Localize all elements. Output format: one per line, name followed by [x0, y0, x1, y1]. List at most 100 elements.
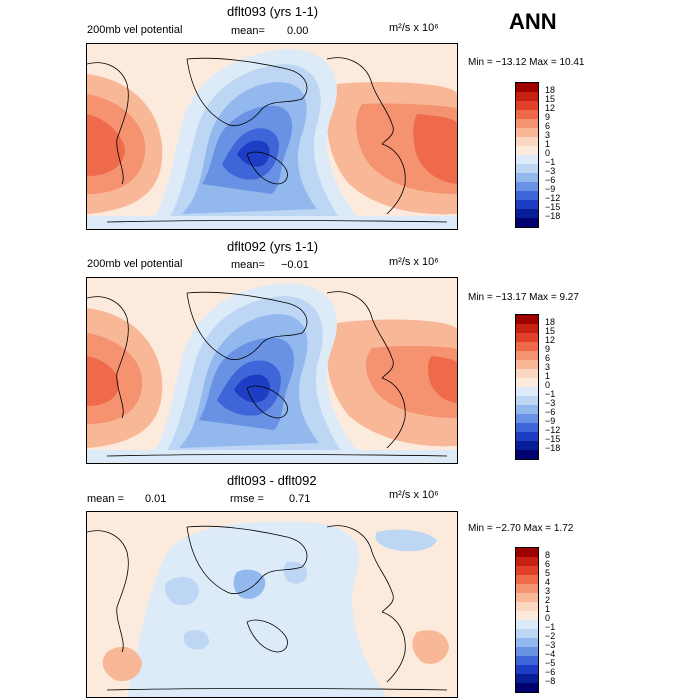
- colorbar-swatch: [516, 396, 538, 405]
- panel-3-colorbar-labels: 8 6 5 4 3 2 1 0 −1 −2 −3 −4 −5 −6 −8: [545, 547, 575, 691]
- panel-1-colorbar-labels: 18 15 12 9 6 3 1 0 −1 −3 −6 −9 −12 −15 −18: [545, 82, 575, 226]
- panel-3-mean-label: mean =: [87, 493, 124, 505]
- colorbar-swatch: [516, 665, 538, 674]
- colorbar-swatch: [516, 593, 538, 602]
- colorbar-swatch: [516, 423, 538, 432]
- panel-2-colorbar-labels: 18 15 12 9 6 3 1 0 −1 −3 −6 −9 −12 −15 −18: [545, 314, 575, 458]
- colorbar-swatch: [516, 414, 538, 423]
- colorbar-swatch: [516, 119, 538, 128]
- colorbar-swatch: [516, 369, 538, 378]
- colorbar-tick-label: 18: [545, 317, 556, 327]
- colorbar-tick-label: −15: [545, 434, 561, 444]
- colorbar-swatch: [516, 218, 538, 227]
- colorbar-tick-label: −18: [545, 443, 561, 453]
- colorbar-swatch: [516, 584, 538, 593]
- panel-3-minmax: Min = −2.70 Max = 1.72: [468, 523, 574, 534]
- colorbar-tick-label: −1: [545, 389, 556, 399]
- colorbar-tick-label: 12: [545, 103, 556, 113]
- colorbar-swatch: [516, 638, 538, 647]
- panel-3-mean-value: 0.01: [145, 493, 167, 505]
- colorbar-tick-label: 2: [545, 595, 551, 605]
- colorbar-tick-label: 0: [545, 148, 551, 158]
- colorbar-swatch: [516, 324, 538, 333]
- colorbar-tick-label: 9: [545, 112, 551, 122]
- colorbar-tick-label: 15: [545, 94, 556, 104]
- colorbar-swatch: [516, 405, 538, 414]
- colorbar-swatch: [516, 128, 538, 137]
- panel-2-title: dflt092 (yrs 1-1): [227, 239, 319, 254]
- colorbar-tick-label: 18: [545, 85, 556, 95]
- colorbar-swatch: [516, 83, 538, 92]
- panel-1-title: dflt093 (yrs 1-1): [227, 4, 319, 19]
- colorbar-swatch: [516, 441, 538, 450]
- colorbar-tick-label: −18: [545, 211, 561, 221]
- colorbar-swatch: [516, 387, 538, 396]
- panel-1-units: m²/s x 10⁶: [389, 22, 439, 34]
- panel-1-mean-label: mean=: [231, 25, 265, 37]
- colorbar-tick-label: 3: [545, 362, 551, 372]
- colorbar-swatch: [516, 656, 538, 665]
- panel-2-mean-value: −0.01: [281, 259, 309, 271]
- colorbar-swatch: [516, 602, 538, 611]
- colorbar-tick-label: −9: [545, 184, 556, 194]
- colorbar-swatch: [516, 557, 538, 566]
- colorbar-swatch: [516, 146, 538, 155]
- panel-2-mean-label: mean=: [231, 259, 265, 271]
- colorbar-swatch: [516, 450, 538, 459]
- colorbar-swatch: [516, 351, 538, 360]
- colorbar-tick-label: 6: [545, 121, 551, 131]
- colorbar-tick-label: −1: [545, 157, 556, 167]
- colorbar-swatch: [516, 620, 538, 629]
- colorbar-swatch: [516, 209, 538, 218]
- colorbar-swatch: [516, 137, 538, 146]
- colorbar-tick-label: −6: [545, 407, 556, 417]
- colorbar-swatch: [516, 575, 538, 584]
- colorbar-swatch: [516, 200, 538, 209]
- panel-3-title: dflt093 - dflt092: [227, 473, 317, 488]
- panel-2-map: [86, 277, 458, 464]
- colorbar-tick-label: 5: [545, 568, 551, 578]
- colorbar-tick-label: −15: [545, 202, 561, 212]
- panel-1-contour-map: [87, 44, 457, 229]
- panel-1-colorbar: [515, 82, 539, 228]
- colorbar-swatch: [516, 164, 538, 173]
- colorbar-tick-label: 12: [545, 335, 556, 345]
- colorbar-swatch: [516, 173, 538, 182]
- panel-2-minmax: Min = −13.17 Max = 9.27: [468, 292, 579, 303]
- colorbar-tick-label: 6: [545, 353, 551, 363]
- colorbar-tick-label: −8: [545, 676, 556, 686]
- panel-2-colorbar-swatches: [516, 315, 538, 459]
- season-label: ANN: [509, 9, 557, 34]
- colorbar-tick-label: −3: [545, 398, 556, 408]
- panel-3-contour-map: [87, 512, 457, 697]
- colorbar-tick-label: −4: [545, 649, 556, 659]
- panel-3-rmse-label: rmse =: [230, 493, 264, 505]
- panel-3-colorbar: [515, 547, 539, 693]
- panel-3-colorbar-swatches: [516, 548, 538, 692]
- colorbar-tick-label: 3: [545, 586, 551, 596]
- panel-1-mean-value: 0.00: [287, 25, 309, 37]
- panel-2-colorbar: [515, 314, 539, 460]
- colorbar-swatch: [516, 315, 538, 324]
- colorbar-tick-label: 8: [545, 550, 551, 560]
- panel-2-field-label: 200mb vel potential: [87, 258, 183, 270]
- panel-1-map: [86, 43, 458, 230]
- colorbar-swatch: [516, 101, 538, 110]
- panel-1-field-label: 200mb vel potential: [87, 24, 183, 36]
- colorbar-swatch: [516, 378, 538, 387]
- colorbar-swatch: [516, 342, 538, 351]
- colorbar-swatch: [516, 191, 538, 200]
- panel-2-contour-map: [87, 278, 457, 463]
- colorbar-swatch: [516, 182, 538, 191]
- colorbar-swatch: [516, 432, 538, 441]
- panel-1-colorbar-swatches: [516, 83, 538, 227]
- colorbar-swatch: [516, 548, 538, 557]
- panel-3-rmse-value: 0.71: [289, 493, 311, 505]
- colorbar-tick-label: 1: [545, 604, 551, 614]
- colorbar-tick-label: −3: [545, 166, 556, 176]
- colorbar-swatch: [516, 360, 538, 369]
- colorbar-tick-label: 1: [545, 371, 551, 381]
- colorbar-tick-label: −12: [545, 425, 561, 435]
- colorbar-swatch: [516, 683, 538, 692]
- colorbar-tick-label: 6: [545, 559, 551, 569]
